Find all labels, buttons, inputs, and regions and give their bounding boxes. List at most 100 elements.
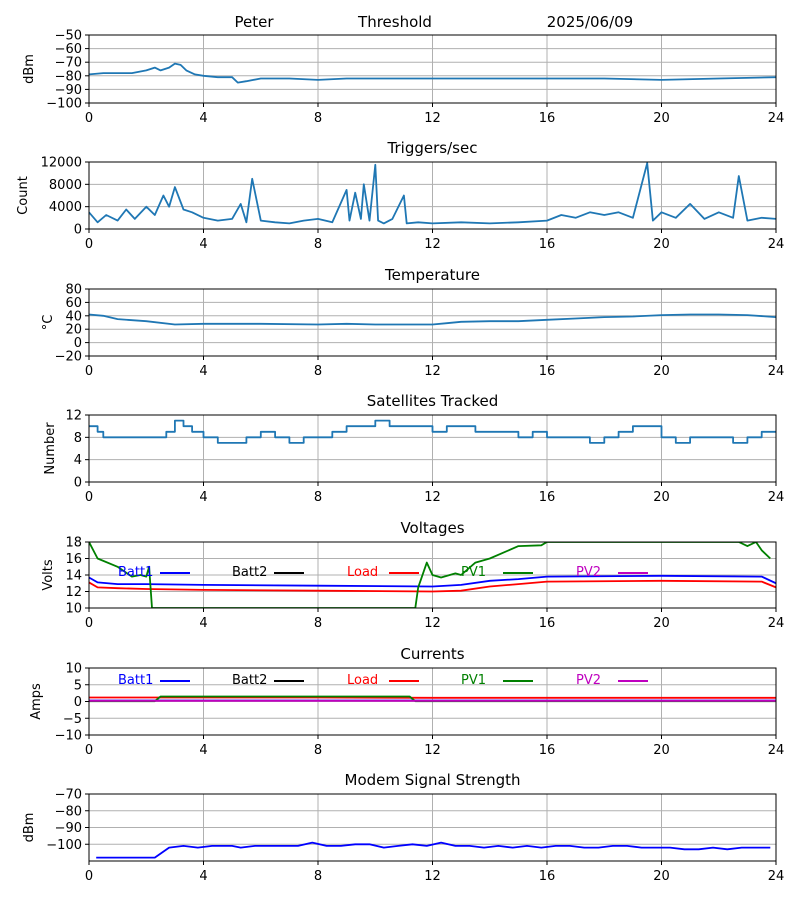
x-tick-label: 0 (85, 616, 93, 631)
panel-satellites: 0 4 8 12 16 20 24 0 4 8 12 Number Satellites Tracked (43, 392, 784, 505)
panel-title: Triggers/sec (387, 139, 478, 157)
x-tick-label: 8 (314, 490, 322, 505)
series-line-load (89, 579, 776, 593)
x-tick-label: 20 (653, 237, 670, 252)
x-tick-label: 8 (314, 616, 322, 631)
x-tick-label: 16 (539, 490, 556, 505)
x-tick-label: 4 (199, 743, 207, 758)
y-tick-label: −90 (55, 83, 82, 98)
mode-label: Threshold (357, 13, 432, 31)
y-tick-label: 20 (65, 323, 82, 338)
x-tick-label: 20 (653, 111, 670, 126)
x-tick-label: 0 (85, 237, 93, 252)
x-tick-label: 24 (768, 364, 785, 379)
x-tick-label: 24 (768, 869, 785, 884)
x-tick-label: 12 (424, 111, 441, 126)
y-axis-label: Count (16, 176, 31, 215)
panel-triggers: 0 4 8 12 16 20 24 0 4000 8000 12000 Count Triggers/s… (16, 139, 784, 252)
x-tick-label: 12 (424, 743, 441, 758)
x-tick-label: 12 (424, 490, 441, 505)
x-tick-label: 0 (85, 743, 93, 758)
x-tick-label: 8 (314, 237, 322, 252)
x-tick-label: 16 (539, 364, 556, 379)
y-axis-label: dBm (22, 54, 37, 84)
y-tick-label: −50 (55, 29, 82, 44)
y-tick-label: −80 (55, 69, 82, 84)
x-tick-label: 16 (539, 743, 556, 758)
y-tick-label: 60 (65, 296, 82, 311)
date-label: 2025/06/09 (547, 13, 633, 31)
x-tick-label: 16 (539, 869, 556, 884)
y-axis-label: dBm (22, 813, 37, 843)
x-tick-label: 0 (85, 111, 93, 126)
x-tick-label: 24 (768, 490, 785, 505)
y-axis-label: Amps (29, 683, 44, 720)
x-tick-label: 24 (768, 237, 785, 252)
y-tick-label: 12 (65, 585, 82, 600)
legend-label-pv1: PV1 (461, 673, 486, 688)
legend-label-load: Load (347, 565, 378, 580)
x-tick-label: 8 (314, 364, 322, 379)
x-tick-label: 24 (768, 743, 785, 758)
series-group (89, 419, 776, 444)
legend-label-pv2: PV2 (576, 565, 601, 580)
x-tick-label: 0 (85, 869, 93, 884)
x-tick-label: 8 (314, 869, 322, 884)
x-tick-label: 16 (539, 111, 556, 126)
x-tick-label: 12 (424, 237, 441, 252)
x-tick-label: 4 (199, 616, 207, 631)
y-tick-label: 14 (65, 569, 82, 584)
panel-title: Modem Signal Strength (345, 771, 521, 789)
y-tick-label: −60 (55, 42, 82, 57)
y-axis-label: °C (41, 315, 56, 331)
series-group (96, 841, 771, 859)
y-tick-label: 80 (65, 283, 82, 298)
series-group (89, 162, 776, 225)
y-tick-label: −90 (55, 821, 82, 836)
series-line (89, 313, 776, 326)
y-tick-label: −80 (55, 804, 82, 819)
series-group (89, 695, 776, 703)
x-tick-label: 24 (768, 111, 785, 126)
legend-label-pv2: PV2 (576, 673, 601, 688)
x-tick-label: 4 (199, 490, 207, 505)
panel-title: Voltages (400, 519, 464, 537)
series-line (96, 841, 771, 859)
series-line-batt1 (89, 574, 776, 588)
x-tick-label: 20 (653, 490, 670, 505)
y-tick-label: −100 (46, 97, 82, 112)
y-tick-label: 10 (65, 662, 82, 677)
y-tick-label: 4000 (49, 200, 82, 215)
x-tick-label: 12 (424, 364, 441, 379)
y-tick-label: 18 (65, 536, 82, 551)
x-tick-label: 16 (539, 616, 556, 631)
x-tick-label: 0 (85, 364, 93, 379)
y-tick-label: −100 (46, 838, 82, 853)
y-tick-label: −70 (55, 788, 82, 803)
y-tick-label: −5 (63, 712, 82, 727)
x-tick-label: 4 (199, 869, 207, 884)
y-tick-label: 0 (74, 336, 82, 351)
legend-label-batt1: Batt1 (118, 673, 153, 688)
y-tick-label: 5 (74, 678, 82, 693)
legend-label-batt1: Batt1 (118, 565, 153, 580)
y-tick-label: −10 (55, 729, 82, 744)
y-tick-label: 40 (65, 309, 82, 324)
series-line (89, 162, 776, 225)
y-tick-label: 12 (65, 409, 82, 424)
panel-title: Satellites Tracked (367, 392, 498, 410)
series-line (89, 62, 776, 84)
series-line-pv1 (89, 695, 776, 703)
panel-threshold: 0 4 8 12 16 20 24 −100−90−80−70−60−50 dBm (22, 29, 784, 127)
panel-title: Currents (400, 645, 464, 663)
station-name: Peter (234, 13, 274, 31)
x-tick-label: 4 (199, 111, 207, 126)
y-tick-label: 8 (74, 431, 82, 446)
y-tick-label: 12000 (41, 156, 82, 171)
y-axis-label: Number (43, 422, 58, 475)
x-tick-label: 24 (768, 616, 785, 631)
